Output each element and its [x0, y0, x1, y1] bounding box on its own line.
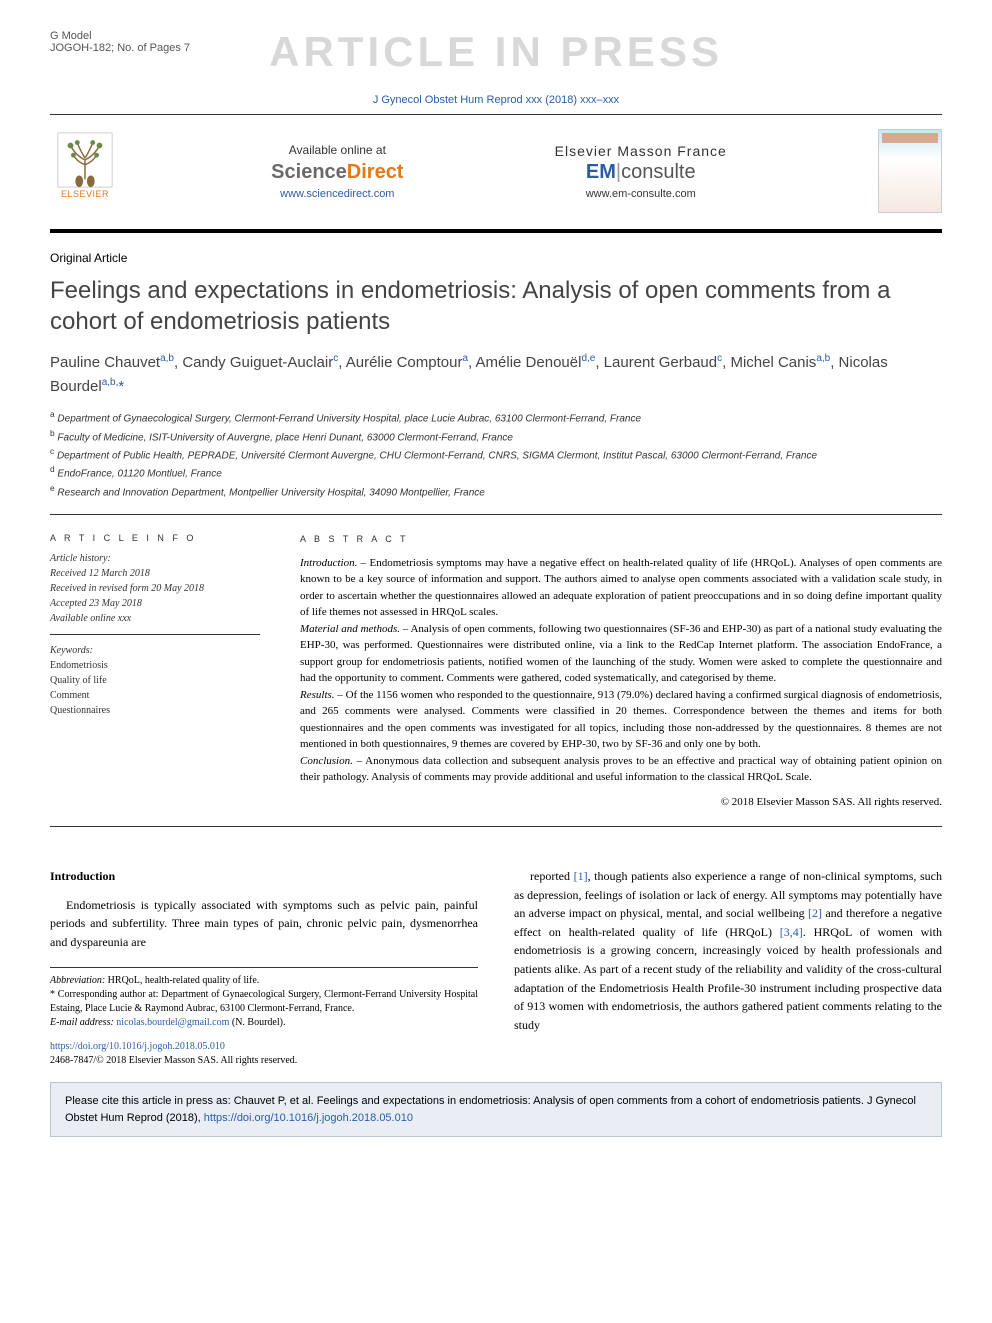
- elsevier-tree-icon: [56, 131, 114, 189]
- authors-list: Pauline Chauveta,b, Candy Guiguet-Auclai…: [50, 351, 942, 398]
- affiliation-item: b Faculty of Medicine, ISIT-University o…: [50, 427, 942, 445]
- journal-cover-thumbnail: [878, 129, 942, 213]
- em-consulte-text: consulte: [621, 161, 696, 183]
- abbrev-text: HRQoL, health-related quality of life.: [105, 975, 259, 986]
- elsevier-logo: ELSEVIER: [50, 131, 120, 211]
- body-left-column: Introduction Endometriosis is typically …: [50, 867, 478, 1068]
- abstract-intro: Introduction. – Endometriosis symptoms m…: [300, 555, 942, 621]
- keyword-item: Endometriosis: [50, 658, 260, 673]
- citebox-doi-link[interactable]: https://doi.org/10.1016/j.jogoh.2018.05.…: [204, 1112, 413, 1124]
- abstract-results: Results. – Of the 1156 women who respond…: [300, 687, 942, 753]
- keywords-list: Endometriosis Quality of life Comment Qu…: [50, 658, 260, 718]
- publisher-banner: ELSEVIER Available online at ScienceDire…: [50, 115, 942, 223]
- email-author: (N. Bourdel).: [229, 1017, 285, 1028]
- sd-science-text: Science: [271, 161, 347, 183]
- email-address[interactable]: nicolas.bourdel@gmail.com: [114, 1017, 230, 1028]
- page: ARTICLE IN PRESS G Model JOGOH-182; No. …: [0, 0, 992, 1167]
- gmodel-line2: JOGOH-182; No. of Pages 7: [50, 42, 190, 54]
- abbrev-label: Abbreviation:: [50, 975, 105, 986]
- emconsulte-block: Elsevier Masson France EM|consulte www.e…: [555, 143, 727, 200]
- keyword-item: Questionnaires: [50, 703, 260, 718]
- rule-thin-1: [50, 514, 942, 515]
- article-type: Original Article: [50, 251, 942, 265]
- elsevier-label: ELSEVIER: [61, 189, 109, 199]
- rule-thick: [50, 229, 942, 233]
- abstract-conclusion-text: Anonymous data collection and subsequent…: [300, 755, 942, 784]
- citebox-text: Please cite this article in press as: Ch…: [65, 1095, 916, 1124]
- abstract-copyright: © 2018 Elsevier Masson SAS. All rights r…: [300, 794, 942, 811]
- affiliations: a Department of Gynaecological Surgery, …: [50, 408, 942, 500]
- introduction-heading: Introduction: [50, 867, 478, 886]
- keyword-item: Quality of life: [50, 673, 260, 688]
- doi-block: https://doi.org/10.1016/j.jogoh.2018.05.…: [50, 1040, 478, 1068]
- abstract-conclusion-label: Conclusion. –: [300, 755, 362, 767]
- keyword-item: Comment: [50, 688, 260, 703]
- sciencedirect-url[interactable]: www.sciencedirect.com: [271, 188, 403, 200]
- keywords-label: Keywords:: [50, 645, 260, 656]
- history-online: Available online xxx: [50, 611, 260, 626]
- abbreviation-line: Abbreviation: HRQoL, health-related qual…: [50, 974, 478, 988]
- sciencedirect-block: Available online at ScienceDirect www.sc…: [271, 143, 403, 200]
- info-abstract-row: A R T I C L E I N F O Article history: R…: [50, 533, 942, 810]
- sciencedirect-logo: ScienceDirect: [271, 161, 403, 184]
- ref-2[interactable]: [2]: [808, 906, 822, 920]
- abstract-intro-text: Endometriosis symptoms may have a negati…: [300, 557, 942, 619]
- article-info-column: A R T I C L E I N F O Article history: R…: [50, 533, 260, 810]
- rule-thin-2: [50, 826, 942, 827]
- body-columns: Introduction Endometriosis is typically …: [50, 867, 942, 1068]
- article-history: Article history: Received 12 March 2018 …: [50, 551, 260, 635]
- intro-paragraph-right: reported [1], though patients also exper…: [514, 867, 942, 1034]
- em-em-text: EM: [586, 161, 616, 183]
- footnotes: Abbreviation: HRQoL, health-related qual…: [50, 967, 478, 1030]
- article-title: Feelings and expectations in endometrios…: [50, 275, 942, 337]
- affiliation-item: d EndoFrance, 01120 Montluel, France: [50, 463, 942, 481]
- article-info-heading: A R T I C L E I N F O: [50, 533, 260, 543]
- emconsulte-url[interactable]: www.em-consulte.com: [555, 188, 727, 200]
- abstract-column: A B S T R A C T Introduction. – Endometr…: [300, 533, 942, 810]
- corresponding-author: * Corresponding author at: Department of…: [50, 988, 478, 1016]
- abstract-methods-label: Material and methods. –: [300, 623, 408, 635]
- gmodel-block: G Model JOGOH-182; No. of Pages 7: [50, 30, 190, 54]
- abstract-results-label: Results. –: [300, 689, 343, 701]
- abstract-intro-label: Introduction. –: [300, 557, 366, 569]
- affiliation-item: e Research and Innovation Department, Mo…: [50, 482, 942, 500]
- em-france-text: Elsevier Masson France: [555, 143, 727, 159]
- history-accepted: Accepted 23 May 2018: [50, 596, 260, 611]
- gmodel-line1: G Model: [50, 30, 190, 42]
- history-received: Received 12 March 2018: [50, 566, 260, 581]
- available-online-text: Available online at: [271, 143, 403, 157]
- body-right-column: reported [1], though patients also exper…: [514, 867, 942, 1068]
- history-revised: Received in revised form 20 May 2018: [50, 581, 260, 596]
- elsevier-block: ELSEVIER: [50, 131, 120, 211]
- intro-paragraph-left: Endometriosis is typically associated wi…: [50, 896, 478, 952]
- ref-3-4[interactable]: [3,4]: [780, 925, 803, 939]
- affiliation-item: c Department of Public Health, PEPRADE, …: [50, 445, 942, 463]
- email-line: E-mail address: nicolas.bourdel@gmail.co…: [50, 1016, 478, 1030]
- abstract-results-text: Of the 1156 women who responded to the q…: [300, 689, 942, 751]
- email-label: E-mail address:: [50, 1017, 114, 1028]
- emconsulte-logo: EM|consulte: [555, 161, 727, 184]
- right-pre: reported: [530, 869, 574, 883]
- abstract-conclusion: Conclusion. – Anonymous data collection …: [300, 753, 942, 786]
- doi-link[interactable]: https://doi.org/10.1016/j.jogoh.2018.05.…: [50, 1040, 478, 1054]
- corr-label: * Corresponding author at:: [50, 989, 158, 1000]
- issn-copyright: 2468-7847/© 2018 Elsevier Masson SAS. Al…: [50, 1054, 478, 1068]
- journal-reference: J Gynecol Obstet Hum Reprod xxx (2018) x…: [50, 94, 942, 106]
- sd-direct-text: Direct: [347, 161, 404, 183]
- abstract-heading: A B S T R A C T: [300, 533, 942, 547]
- citation-box: Please cite this article in press as: Ch…: [50, 1082, 942, 1137]
- right-end: . HRQoL of women with endometriosis is a…: [514, 925, 942, 1032]
- abstract-methods: Material and methods. – Analysis of open…: [300, 621, 942, 687]
- ref-1[interactable]: [1]: [574, 869, 588, 883]
- history-label: Article history:: [50, 551, 260, 566]
- affiliation-item: a Department of Gynaecological Surgery, …: [50, 408, 942, 426]
- header-top: G Model JOGOH-182; No. of Pages 7: [50, 30, 942, 54]
